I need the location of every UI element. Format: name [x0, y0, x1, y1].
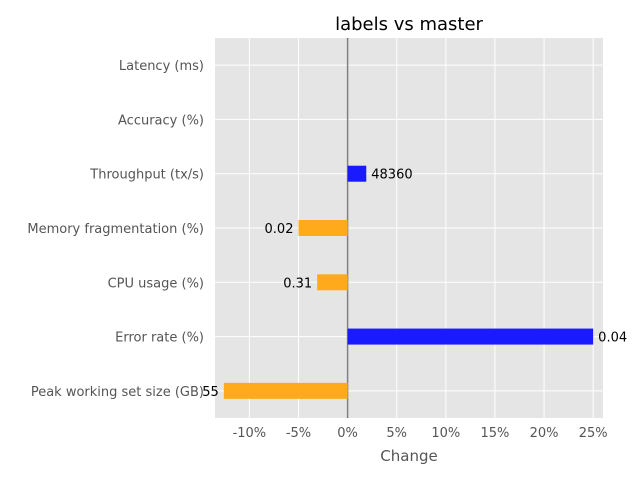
y-tick-label: Accuracy (%)	[118, 113, 204, 128]
y-tick-label: CPU usage (%)	[108, 276, 204, 291]
x-axis-label: Change	[380, 447, 437, 465]
bar-labels: 48360 0.02 0.31 0.04 55	[202, 168, 627, 400]
x-tick-label: 20%	[530, 426, 559, 441]
bar	[223, 382, 348, 399]
bar	[298, 220, 348, 236]
bar-value-label: 0.04	[598, 331, 627, 346]
y-tick-label: Memory fragmentation (%)	[27, 222, 204, 237]
bar-value-label: 0.02	[265, 222, 294, 237]
bar	[317, 274, 348, 291]
bar	[347, 328, 594, 345]
y-tick-labels: Latency (ms) Accuracy (%) Throughput (tx/s…	[27, 59, 204, 400]
x-tick-label: -5%	[286, 426, 311, 441]
bar-value-label: 55	[202, 385, 219, 400]
bar	[347, 165, 367, 182]
x-tick-labels: -10% -5% 0% 5% 10% 15% 20% 25%	[233, 426, 608, 441]
y-tick-label: Peak working set size (GB)	[31, 385, 204, 400]
bars	[223, 165, 594, 399]
x-tick-label: 0%	[337, 426, 358, 441]
y-tick-label: Latency (ms)	[119, 59, 204, 74]
x-tick-label: -10%	[233, 426, 267, 441]
y-tick-label: Throughput (tx/s)	[89, 168, 204, 183]
y-tick-label: Error rate (%)	[115, 331, 204, 346]
x-tick-label: 5%	[386, 426, 407, 441]
x-tick-label: 15%	[480, 426, 509, 441]
bar-value-label: 0.31	[283, 276, 312, 291]
x-tick-label: 10%	[431, 426, 460, 441]
x-tick-label: 25%	[579, 426, 608, 441]
chart-title: labels vs master	[335, 14, 483, 35]
bar-value-label: 48360	[371, 168, 412, 183]
